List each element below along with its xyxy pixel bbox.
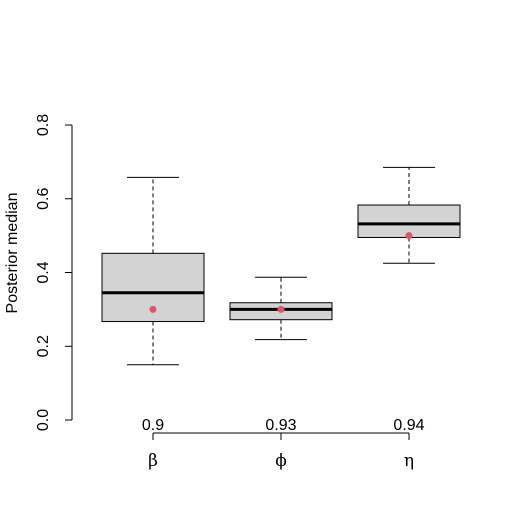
y-tick-label: 0.8 [35, 114, 52, 136]
boxes [101, 166, 461, 366]
top-label: 0.93 [265, 417, 296, 434]
marker-point [405, 232, 413, 240]
y-axis: 0.0 0.2 0.4 0.6 0.8 [35, 114, 73, 431]
x-axis: 0.9 β 0.93 ϕ 0.94 η [142, 417, 425, 471]
y-axis-label: Posterior median [4, 193, 21, 314]
x-category-label: ϕ [275, 451, 287, 471]
y-tick-label: 0.2 [35, 335, 52, 357]
top-label: 0.9 [142, 417, 164, 434]
box-3 [357, 166, 461, 264]
y-tick-label: 0.0 [35, 409, 52, 431]
y-tick-label: 0.6 [35, 188, 52, 210]
marker-point [277, 305, 285, 313]
box-rect [357, 204, 461, 238]
x-category-label: η [404, 451, 414, 471]
box-2 [229, 276, 333, 341]
x-category-label: β [148, 451, 158, 471]
box-1 [101, 176, 205, 366]
marker-point [149, 305, 157, 313]
y-tick-label: 0.4 [35, 261, 52, 283]
top-label: 0.94 [393, 417, 424, 434]
